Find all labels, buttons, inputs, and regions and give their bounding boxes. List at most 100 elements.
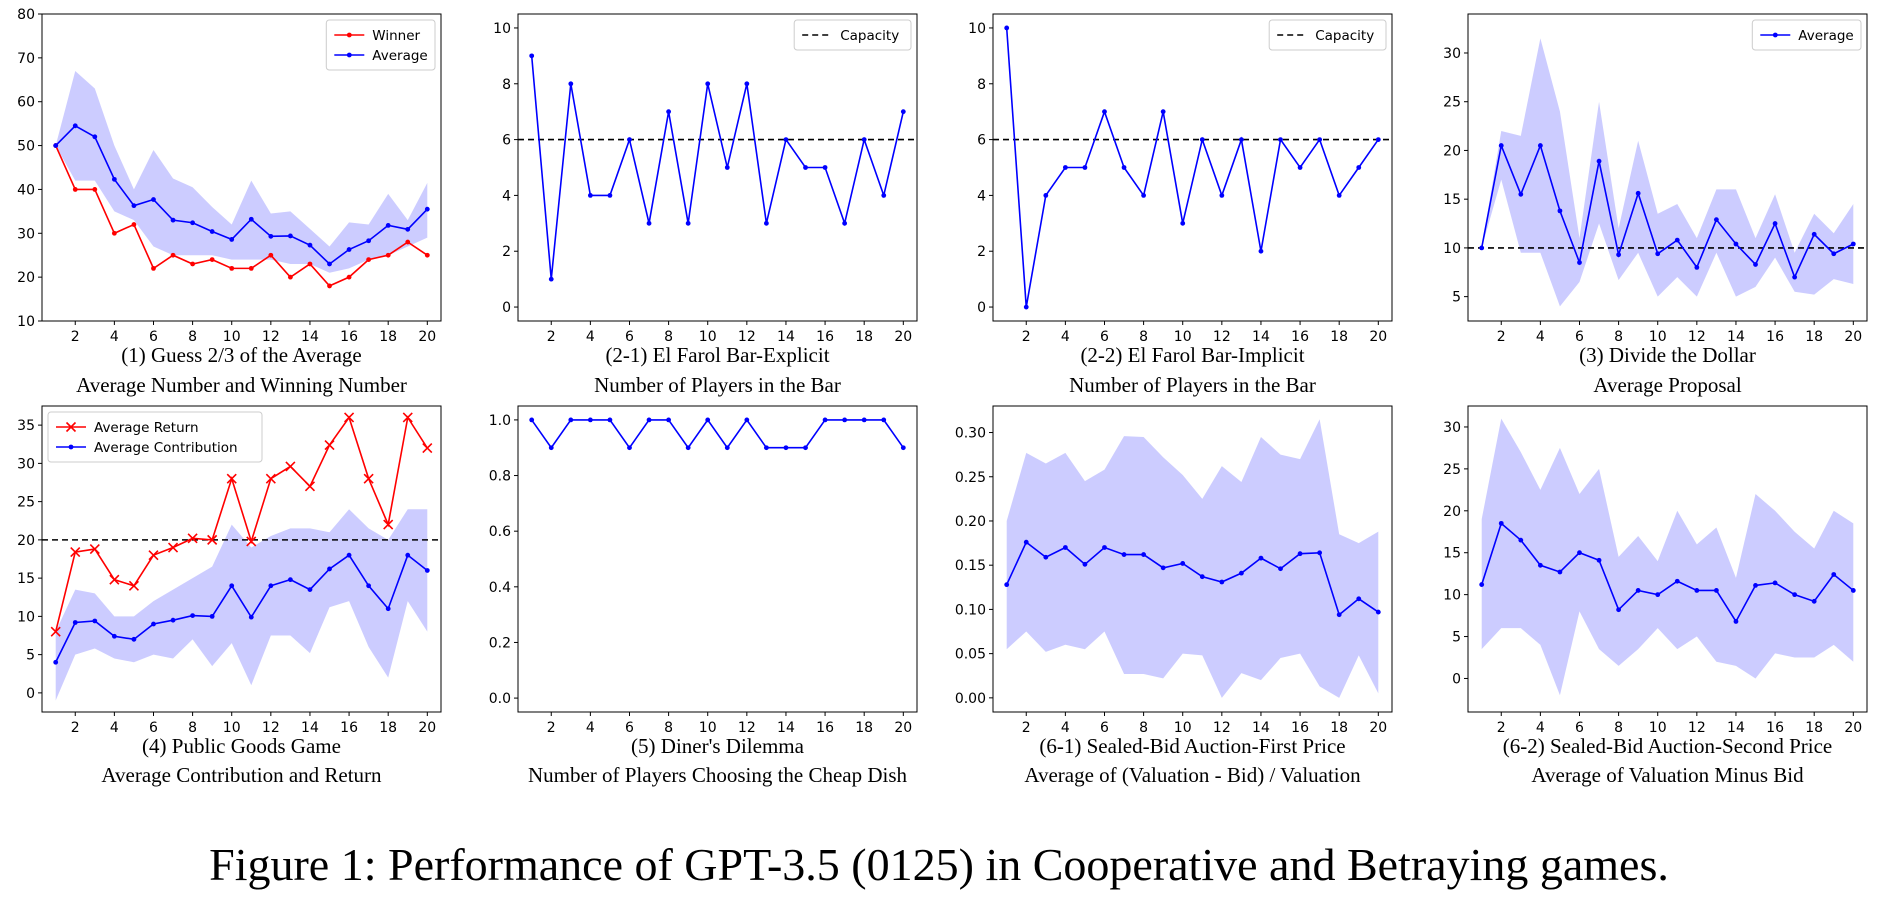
data-point-cheap-dish <box>686 445 691 450</box>
y-tick-label: 25 <box>1443 95 1461 111</box>
y-tick-label: 8 <box>977 77 986 93</box>
y-tick-label: 10 <box>968 21 986 37</box>
data-point-average-contribution <box>288 577 293 582</box>
x-tick-label: 18 <box>855 329 873 345</box>
data-point-cheap-dish <box>549 445 554 450</box>
legend-label-capacity: Capacity <box>1315 28 1374 44</box>
legend: Capacity <box>794 20 911 50</box>
data-point-players <box>784 137 789 142</box>
data-point-players <box>588 193 593 198</box>
data-point-average <box>53 143 58 148</box>
x-tick-label: 20 <box>1369 720 1387 736</box>
data-point-players <box>1161 109 1166 114</box>
data-point-players <box>1141 193 1146 198</box>
data-point-winner <box>405 240 410 245</box>
data-point-average <box>288 234 293 239</box>
data-point-average-contribution <box>190 613 195 618</box>
y-tick-label: 30 <box>1443 46 1461 62</box>
data-point-average-contribution <box>151 622 156 627</box>
y-tick-label: 4 <box>502 188 511 204</box>
y-tick-label: 2 <box>502 244 511 260</box>
data-point-average <box>112 177 117 182</box>
data-point-average <box>1773 221 1778 226</box>
data-point-players <box>823 165 828 170</box>
legend-label-capacity: Capacity <box>840 28 899 44</box>
x-tick-label: 2 <box>1022 720 1031 736</box>
data-point-average <box>1499 521 1504 526</box>
data-point-average <box>1714 588 1719 593</box>
data-point-players <box>705 81 710 86</box>
data-point-average <box>229 237 234 242</box>
data-point-average-return <box>423 444 432 453</box>
data-point-winner <box>73 187 78 192</box>
data-point-average-contribution <box>268 583 273 588</box>
data-point-cheap-dish <box>627 445 632 450</box>
y-tick-label: 20 <box>17 270 35 286</box>
y-tick-label: 0.6 <box>489 524 511 540</box>
data-point-winner <box>288 275 293 280</box>
data-point-players <box>568 81 573 86</box>
y-tick-label: 6 <box>977 133 986 149</box>
y-tick-label: 0.8 <box>489 469 511 485</box>
series-line-cheap-dish <box>532 420 904 448</box>
chart-diners-dilemma: 2 4 6 8 10 12 14 16 18 200.00.20.40.60.81.0(5) Di… <box>489 406 917 787</box>
legend-marker-average <box>1773 33 1778 38</box>
y-tick-label: 2 <box>977 244 986 260</box>
x-tick-label: 4 <box>586 329 595 345</box>
chart-title: (5) Diner's Dilemma <box>631 734 805 758</box>
data-point-average-return <box>110 575 119 584</box>
chart-subtitle: Average Proposal <box>1593 373 1741 397</box>
y-tick-label: 0 <box>977 300 986 316</box>
legend: Winner Average <box>326 20 435 70</box>
data-point-average <box>1024 540 1029 545</box>
data-point-cheap-dish <box>764 445 769 450</box>
x-tick-label: 4 <box>110 720 119 736</box>
x-tick-label: 20 <box>1844 329 1862 345</box>
data-point-average-contribution <box>249 615 254 620</box>
data-point-average <box>1577 260 1582 265</box>
data-point-players <box>1298 165 1303 170</box>
data-point-players <box>686 221 691 226</box>
data-point-average <box>1259 556 1264 561</box>
chart-title: (1) Guess 2/3 of the Average <box>121 343 361 367</box>
data-point-players <box>1259 249 1264 254</box>
data-point-players <box>1317 137 1322 142</box>
data-point-average <box>1831 251 1836 256</box>
data-point-average <box>1141 552 1146 557</box>
data-point-winner <box>112 231 117 236</box>
data-point-average-return <box>345 413 354 422</box>
y-tick-label: 0.4 <box>489 580 511 596</box>
band-average <box>1482 419 1854 696</box>
legend-marker-average-contribution <box>69 445 74 450</box>
data-point-average <box>1812 599 1817 604</box>
data-point-average <box>1655 592 1660 597</box>
legend-marker-average <box>347 53 352 58</box>
data-point-average <box>1180 561 1185 566</box>
y-tick-label: 20 <box>1443 504 1461 520</box>
data-point-average-return <box>169 543 178 552</box>
data-point-average <box>249 217 254 222</box>
data-point-players <box>529 53 534 58</box>
data-point-players <box>842 221 847 226</box>
x-tick-label: 16 <box>340 720 358 736</box>
y-tick-label: 4 <box>977 188 986 204</box>
data-point-average <box>1734 242 1739 247</box>
data-point-average <box>1773 580 1778 585</box>
data-point-cheap-dish <box>784 445 789 450</box>
data-point-average <box>1004 582 1009 587</box>
chart-guess-2-3: 2 4 6 8 10 12 14 16 18 201020304050607080WinnerAv… <box>17 7 441 397</box>
chart-sealed-second-price: 2 4 6 8 10 12 14 16 18 20051015202530(6-2) Sealed… <box>1443 406 1867 787</box>
plot-area <box>56 71 428 286</box>
chart-title: (6-1) Sealed-Bid Auction-First Price <box>1039 734 1345 758</box>
y-tick-label: 25 <box>17 495 35 511</box>
data-point-players <box>1102 109 1107 114</box>
data-point-winner <box>268 253 273 258</box>
data-point-cheap-dish <box>666 418 671 423</box>
data-point-average <box>1734 619 1739 624</box>
legend-label-average: Average <box>1798 28 1853 44</box>
data-point-cheap-dish <box>862 418 867 423</box>
series-line-players <box>1007 28 1379 307</box>
y-tick-label: 6 <box>502 133 511 149</box>
legend: Average Return Average Contribution <box>48 412 262 462</box>
data-point-players <box>1122 165 1127 170</box>
